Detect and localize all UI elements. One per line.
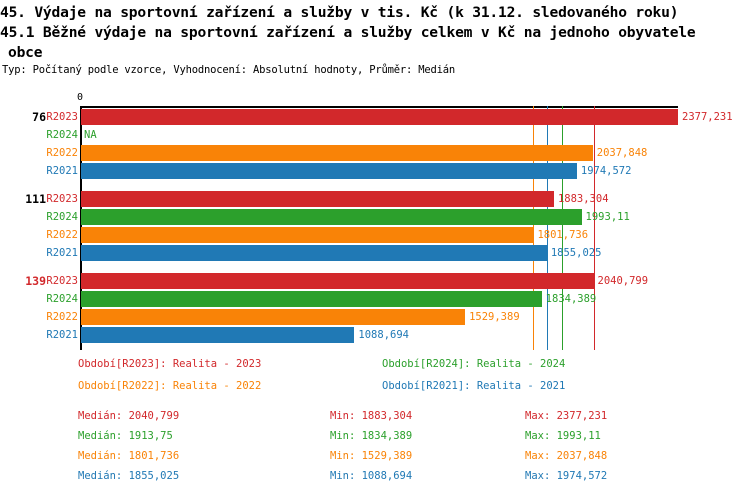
chart-title-line-1: 45. Výdaje na sportovní zařízení a služb… <box>0 4 679 21</box>
bar-row: 76 R2023 2377,231 <box>0 108 750 126</box>
bar-value-label: 1801,736 <box>537 229 589 241</box>
chart-title-block: 45. Výdaje na sportovní zařízení a služb… <box>0 0 750 62</box>
bar-r2022[interactable] <box>81 145 593 161</box>
bar-value-na: NA <box>84 129 97 141</box>
legend-item[interactable]: Období[R2024]: Realita - 2024 <box>382 358 566 370</box>
series-label-r2024: R2024 <box>46 293 78 305</box>
median-line-r2021 <box>546 106 548 350</box>
legend-item[interactable]: Období[R2022]: Realita - 2022 <box>78 380 262 392</box>
stat-max: Max: 2377,231 <box>525 410 608 422</box>
bar-row: 139 R2023 2040,799 <box>0 272 750 290</box>
stat-max: Max: 1974,572 <box>525 470 608 482</box>
bar-row: R2021 1088,694 <box>0 326 750 344</box>
bar-value-label: 2037,848 <box>596 147 648 159</box>
series-label-r2024: R2024 <box>46 211 78 223</box>
series-label-r2023: R2023 <box>46 193 78 205</box>
plot-area: 0 76 R2023 2377,231 R2024 NA R2022 2037,848 R20… <box>0 92 750 354</box>
bar-value-label: 1993,11 <box>585 211 630 223</box>
median-line-r2024 <box>561 106 563 350</box>
bar-row: R2024 1834,389 <box>0 290 750 308</box>
stat-max: Max: 1993,11 <box>525 430 601 442</box>
legend-item[interactable]: Období[R2021]: Realita - 2021 <box>382 380 566 392</box>
series-label-r2022: R2022 <box>46 229 78 241</box>
bar-row: R2022 2037,848 <box>0 144 750 162</box>
stat-max: Max: 2037,848 <box>525 450 608 462</box>
median-line-r2022 <box>533 106 535 350</box>
chart-subtitle: Typ: Počítaný podle vzorce, Vyhodnocení:… <box>2 64 455 76</box>
bar-r2021[interactable] <box>81 163 577 179</box>
bar-row: R2024 1993,11 <box>0 208 750 226</box>
group-label: 111 <box>25 192 46 206</box>
group-label: 76 <box>32 110 46 124</box>
median-line-r2023 <box>593 106 595 350</box>
bar-value-label: 2377,231 <box>682 111 733 123</box>
stat-median: Medián: 2040,799 <box>78 410 180 422</box>
bar-r2023[interactable] <box>81 273 594 289</box>
chart-title-line-3: obce <box>8 44 43 61</box>
axis-top-line <box>80 106 678 108</box>
chart-title-line-2: 45.1 Běžné výdaje na sportovní zařízení … <box>0 24 696 41</box>
series-label-r2024: R2024 <box>46 129 78 141</box>
series-label-r2021: R2021 <box>46 329 78 341</box>
bar-r2024[interactable] <box>81 291 542 307</box>
bar-value-label: 1088,694 <box>358 329 409 341</box>
bar-r2023[interactable] <box>81 191 554 207</box>
legend-item[interactable]: Období[R2023]: Realita - 2023 <box>78 358 262 370</box>
axis-zero-label: 0 <box>77 92 84 103</box>
bar-row: R2021 1855,025 <box>0 244 750 262</box>
bar-value-label: 1883,304 <box>557 193 609 205</box>
series-label-r2023: R2023 <box>46 111 78 123</box>
series-label-r2022: R2022 <box>46 147 78 159</box>
bar-value-label: 2040,799 <box>597 275 649 287</box>
group-label: 139 <box>25 274 46 288</box>
bar-r2021[interactable] <box>81 327 355 343</box>
bar-r2022[interactable] <box>81 309 466 325</box>
stat-min: Min: 1883,304 <box>330 410 413 422</box>
bar-row: 111 R2023 1883,304 <box>0 190 750 208</box>
stat-median: Medián: 1855,025 <box>78 470 180 482</box>
bar-row: R2021 1974,572 <box>0 162 750 180</box>
bar-r2024[interactable] <box>81 209 582 225</box>
bar-r2023[interactable] <box>81 109 678 125</box>
stat-min: Min: 1088,694 <box>330 470 413 482</box>
series-label-r2021: R2021 <box>46 247 78 259</box>
stat-min: Min: 1529,389 <box>330 450 413 462</box>
series-label-r2021: R2021 <box>46 165 78 177</box>
bar-r2022[interactable] <box>81 227 534 243</box>
stat-median: Medián: 1801,736 <box>78 450 180 462</box>
bar-value-label: 1855,025 <box>550 247 602 259</box>
bar-value-label: 1974,572 <box>580 165 632 177</box>
series-label-r2022: R2022 <box>46 311 78 323</box>
bar-row: R2022 1801,736 <box>0 226 750 244</box>
bar-row: R2024 NA <box>0 126 750 144</box>
bar-r2021[interactable] <box>81 245 547 261</box>
bar-value-label: 1834,389 <box>545 293 597 305</box>
bar-row: R2022 1529,389 <box>0 308 750 326</box>
stat-min: Min: 1834,389 <box>330 430 413 442</box>
bar-value-label: 1529,389 <box>469 311 520 323</box>
stat-median: Medián: 1913,75 <box>78 430 173 442</box>
series-label-r2023: R2023 <box>46 275 78 287</box>
